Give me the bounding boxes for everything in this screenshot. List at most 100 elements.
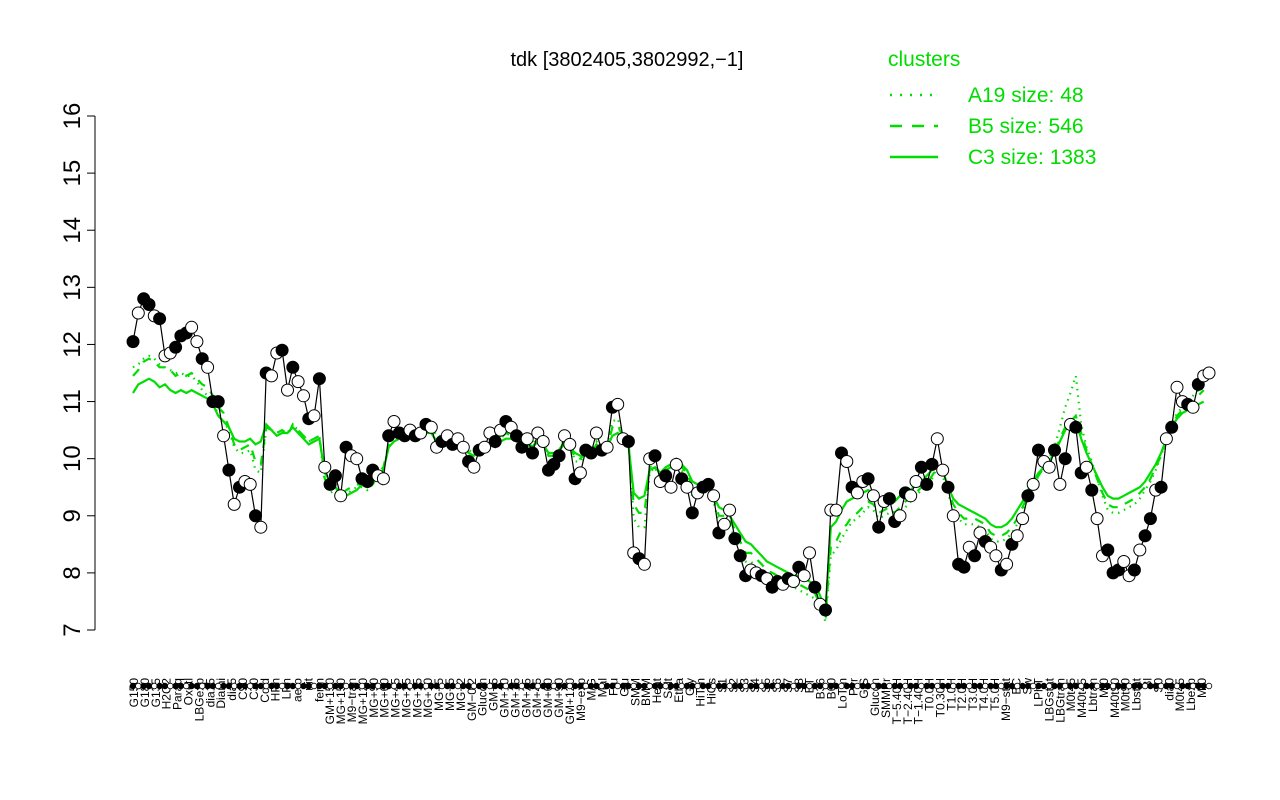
data-point	[797, 569, 811, 583]
data-point	[249, 509, 262, 523]
data-point	[930, 432, 944, 446]
x-rug-marker	[268, 682, 275, 690]
data-point	[1186, 400, 1200, 414]
data-point	[350, 452, 364, 466]
data-point	[217, 429, 231, 443]
x-rug-marker	[811, 682, 819, 690]
x-tick-label: GM+120	[563, 678, 577, 725]
data-point	[1090, 512, 1104, 526]
x-rug-marker	[928, 682, 936, 690]
data-point	[621, 435, 635, 448]
x-rug-marker	[454, 682, 462, 690]
x-rug-marker	[630, 682, 637, 690]
x-rug-marker	[673, 682, 680, 690]
x-rug-marker	[534, 682, 542, 690]
data-point	[717, 517, 731, 531]
x-rug-marker	[358, 682, 366, 690]
data-point	[1101, 543, 1115, 557]
x-rug-marker	[832, 682, 840, 690]
x-rug-marker	[550, 682, 558, 690]
x-rug-marker	[625, 682, 632, 690]
data-point	[909, 475, 923, 488]
x-rug-marker	[955, 682, 962, 690]
x-rug-marker	[806, 682, 813, 690]
data-point	[1053, 477, 1067, 491]
x-rug-marker	[603, 682, 611, 690]
x-rug-marker	[838, 682, 845, 690]
data-point	[669, 457, 683, 471]
y-tick-label: 13	[59, 274, 86, 301]
x-rug-marker	[758, 682, 765, 690]
x-tick-label: T−5.40H	[890, 678, 904, 724]
x-rug-marker	[843, 682, 850, 690]
x-rug-marker	[726, 682, 733, 690]
data-point	[1048, 443, 1061, 457]
x-rug-marker	[950, 682, 957, 690]
x-rug-marker	[167, 682, 174, 690]
x-rug-marker	[912, 682, 920, 690]
data-point	[968, 549, 982, 563]
y-tick-label: 8	[59, 566, 86, 579]
x-rug-marker	[422, 682, 430, 690]
x-rug-marker	[1104, 682, 1111, 690]
data-point	[185, 320, 199, 334]
x-rug-marker	[305, 682, 312, 690]
data-point	[1010, 529, 1024, 543]
data-point	[893, 509, 907, 523]
x-rug-marker	[199, 682, 206, 690]
data-point	[664, 480, 678, 494]
x-rug-marker	[902, 682, 909, 690]
x-rug-marker	[944, 682, 952, 690]
data-point	[989, 549, 1003, 563]
data-point	[526, 446, 539, 460]
data-point	[701, 477, 715, 491]
x-rug-marker	[401, 682, 408, 690]
x-rug-marker	[971, 682, 978, 690]
data-point	[1143, 512, 1157, 526]
x-rug-marker	[966, 682, 973, 690]
data-point	[1165, 420, 1179, 434]
x-rug-marker	[1008, 682, 1016, 690]
x-rug-marker	[822, 682, 829, 690]
x-rug-marker	[236, 682, 243, 690]
x-rug-marker	[470, 682, 478, 690]
x-rug-marker	[848, 682, 856, 690]
x-rug-marker	[1072, 682, 1080, 690]
x-rug-marker	[523, 682, 531, 690]
legend-label-b5: B5 size: 546	[968, 115, 1084, 138]
x-rug-marker	[502, 682, 510, 690]
x-rug-marker	[619, 682, 627, 690]
x-rug-marker	[1088, 682, 1096, 690]
x-rug-marker	[870, 682, 877, 690]
x-rug-marker	[145, 682, 153, 690]
data-point	[925, 457, 939, 471]
data-point	[265, 369, 278, 383]
x-rug-marker	[1120, 682, 1127, 690]
data-point	[334, 489, 348, 503]
x-rug-marker	[577, 682, 584, 690]
legend-label-c3: C3 size: 1383	[968, 146, 1096, 169]
x-rug-marker	[1024, 682, 1032, 690]
data-point	[243, 477, 257, 491]
x-rug-marker	[545, 682, 552, 690]
x-rug-marker	[140, 682, 147, 690]
x-rug-marker	[433, 682, 440, 690]
x-rug-marker	[257, 682, 265, 690]
data-point	[946, 509, 960, 523]
x-rug-marker	[188, 682, 195, 690]
x-rug-marker	[896, 682, 904, 690]
x-rug-marker	[412, 682, 419, 690]
series-c3-line	[132, 377, 1205, 611]
x-rug-marker	[1173, 682, 1181, 690]
data-point	[850, 486, 864, 500]
x-rug-marker	[364, 682, 371, 690]
x-rug-marker	[854, 682, 861, 690]
x-rug-marker	[476, 682, 483, 690]
x-rug-marker	[513, 682, 520, 690]
x-rug-marker	[300, 682, 307, 690]
x-rug-marker	[385, 682, 392, 690]
data-point	[648, 449, 662, 463]
data-point	[941, 480, 955, 494]
x-rug-marker	[918, 682, 925, 690]
x-rug-marker	[262, 682, 270, 690]
